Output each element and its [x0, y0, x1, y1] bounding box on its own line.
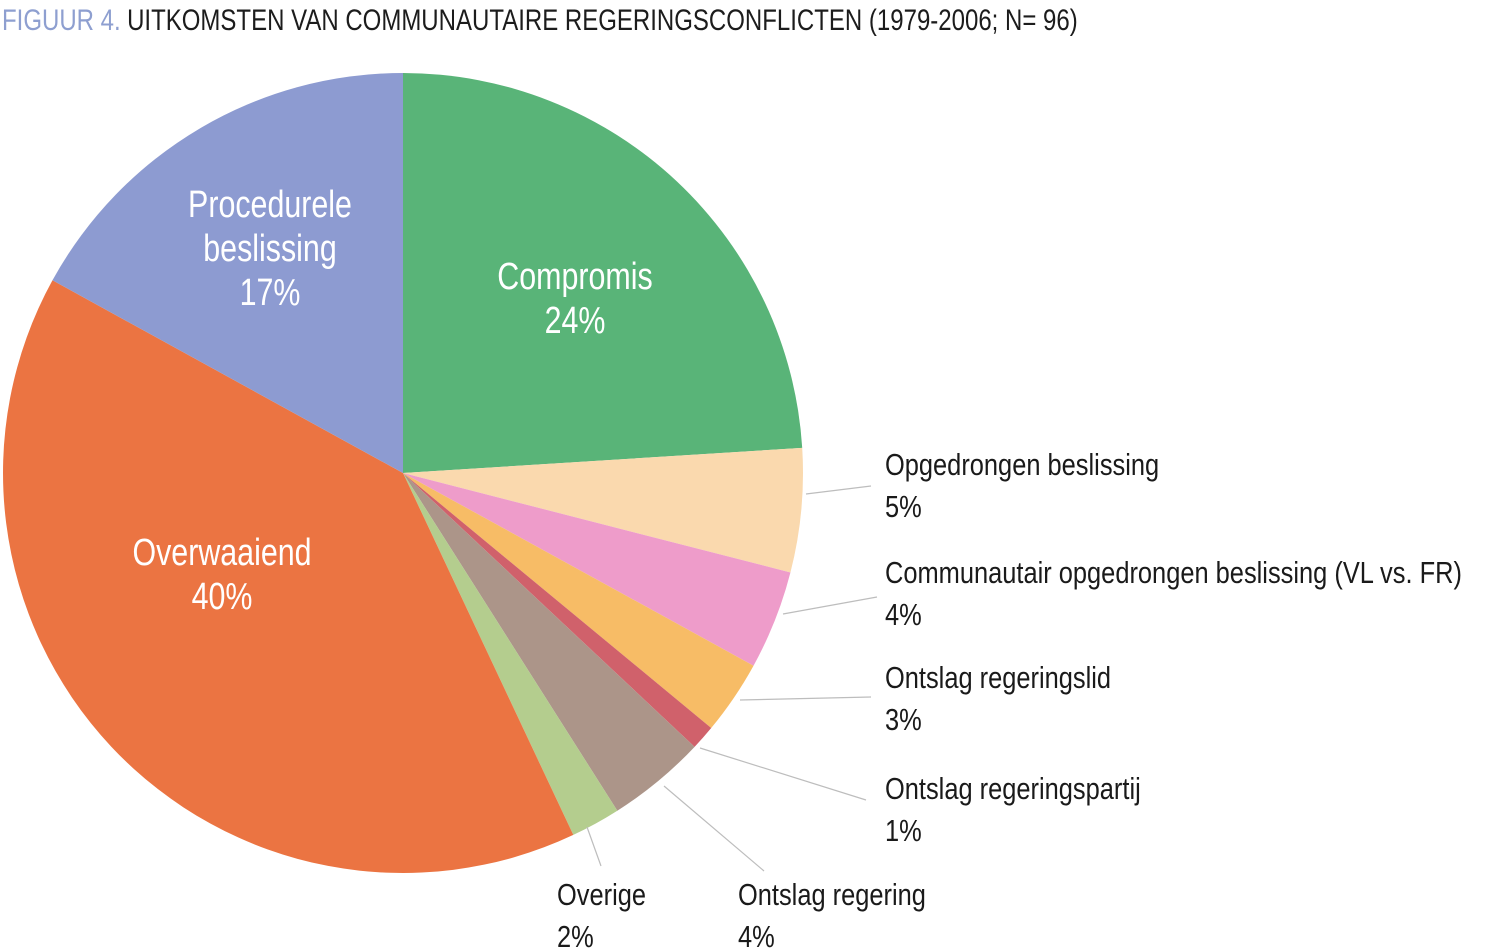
inside-label-overwaaiend: Overwaaiend 40%: [102, 531, 342, 619]
figure-title-text: UITKOMSTEN VAN COMMUNAUTAIRE REGERINGSCO…: [127, 4, 1078, 37]
leader-line-overige: [586, 826, 602, 867]
slice-percentage: 1%: [885, 813, 922, 848]
outside-label-ontslag-regeringspartij: Ontslag regeringspartij 1%: [885, 768, 1141, 852]
leader-lines-group: [586, 485, 878, 872]
slice-percentage: 3%: [885, 702, 922, 737]
inside-label-compromis: Compromis 24%: [455, 255, 695, 343]
leader-line-ontslag-regeringspartij: [699, 747, 867, 801]
pie-slice-ontslag-regeringspartij: [403, 473, 712, 747]
slice-label: Communautair opgedrongen beslissing (VL …: [885, 555, 1462, 590]
slice-percentage: 24%: [544, 300, 606, 342]
pie-slice-ontslag-regering: [403, 473, 695, 811]
slice-label: Ontslag regeringspartij: [885, 771, 1141, 806]
leader-line-ontslag-regeringslid: [739, 696, 872, 701]
outside-label-ontslag-regering: Ontslag regering 4%: [738, 874, 926, 950]
pie-slice-overwaaiend: [3, 280, 574, 873]
pie-slice-compromis: [403, 73, 803, 473]
leader-line-communautair-opgedrongen-beslissing: [782, 596, 878, 615]
outside-label-overige: Overige 2%: [557, 874, 646, 950]
leader-line-opgedrongen-beslissing: [805, 485, 872, 495]
slice-label: Ontslag regeringslid: [885, 660, 1112, 695]
pie-slice-procedurele-beslissing: [52, 73, 403, 473]
leader-line-ontslag-regering: [663, 785, 765, 872]
outside-label-opgedrongen-beslissing: Opgedrongen beslissing 5%: [885, 444, 1159, 528]
inside-label-procedurele-beslissing: Procedurele beslissing 17%: [150, 183, 390, 315]
pie-slice-ontslag-regeringslid: [403, 473, 754, 728]
pie-slice-opgedrongen-beslissing: [403, 447, 803, 573]
slice-label: Compromis: [497, 256, 653, 298]
pie-slice-overige: [403, 473, 618, 835]
slice-percentage: 2%: [557, 919, 594, 950]
slice-label: Procedurele beslissing: [188, 184, 352, 270]
slice-label: Overige: [557, 877, 647, 912]
outside-label-ontslag-regeringslid: Ontslag regeringslid 3%: [885, 657, 1111, 741]
pie-slices-group: [3, 73, 803, 873]
slice-percentage: 4%: [738, 919, 775, 950]
figure-title: FIGUUR 4. UITKOMSTEN VAN COMMUNAUTAIRE RE…: [2, 1, 1078, 41]
pie-slice-communautair-opgedrongen-beslissing: [403, 473, 791, 666]
slice-label: Ontslag regering: [738, 877, 926, 912]
figure-number-label: FIGUUR 4.: [2, 4, 121, 37]
slice-percentage: 4%: [885, 597, 922, 632]
slice-percentage: 40%: [191, 576, 253, 618]
slice-percentage: 5%: [885, 489, 922, 524]
slice-percentage: 17%: [239, 272, 301, 314]
slice-label: Opgedrongen beslissing: [885, 447, 1160, 482]
outside-label-communautair-opgedrongen-beslissing: Communautair opgedrongen beslissing (VL …: [885, 552, 1462, 636]
slice-label: Overwaaiend: [132, 532, 312, 574]
